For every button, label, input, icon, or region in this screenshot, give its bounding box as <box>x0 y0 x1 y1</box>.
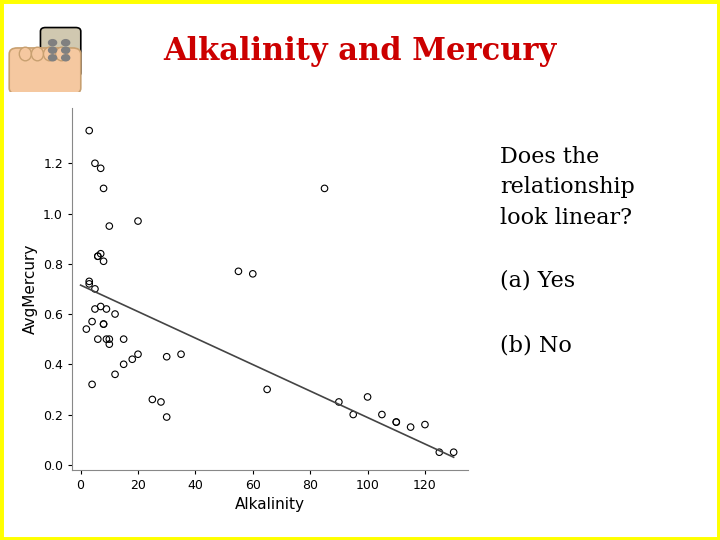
Point <box>448 448 459 456</box>
Point <box>84 280 95 288</box>
Point <box>419 420 431 429</box>
Point <box>261 385 273 394</box>
Point <box>161 413 173 421</box>
Point <box>109 370 121 379</box>
Circle shape <box>62 55 70 61</box>
Point <box>89 305 101 313</box>
Point <box>118 360 130 369</box>
Point <box>175 350 186 359</box>
Point <box>132 217 144 225</box>
Point <box>433 448 445 456</box>
Point <box>89 285 101 293</box>
Point <box>84 277 95 286</box>
Point <box>98 320 109 328</box>
Text: Statistics: Unlocking the Power of Data: Statistics: Unlocking the Power of Data <box>7 518 284 531</box>
Point <box>376 410 387 419</box>
Text: 5: 5 <box>697 510 703 519</box>
Point <box>98 257 109 266</box>
Point <box>101 305 112 313</box>
Point <box>132 350 144 359</box>
Circle shape <box>48 39 57 46</box>
Circle shape <box>48 47 57 53</box>
Point <box>98 184 109 193</box>
Point <box>362 393 374 401</box>
Point <box>92 252 104 261</box>
Circle shape <box>62 39 70 46</box>
Point <box>104 340 115 348</box>
Point <box>95 249 107 258</box>
Point <box>89 159 101 167</box>
Point <box>405 423 416 431</box>
Point <box>81 325 92 333</box>
Ellipse shape <box>19 47 32 61</box>
Text: Lock: Lock <box>662 518 695 531</box>
Point <box>348 410 359 419</box>
Point <box>101 335 112 343</box>
Point <box>95 302 107 311</box>
Point <box>333 397 345 406</box>
Point <box>98 320 109 328</box>
Point <box>127 355 138 363</box>
Point <box>390 418 402 427</box>
Point <box>86 317 98 326</box>
Point <box>118 335 130 343</box>
Text: (a) Yes: (a) Yes <box>500 270 575 292</box>
Point <box>86 380 98 389</box>
Ellipse shape <box>32 47 43 61</box>
Point <box>147 395 158 404</box>
Point <box>109 310 121 319</box>
Point <box>95 164 107 173</box>
Point <box>390 418 402 427</box>
Text: (b) No: (b) No <box>500 335 572 357</box>
Point <box>319 184 330 193</box>
Text: Alkalinity and Mercury: Alkalinity and Mercury <box>163 36 557 67</box>
Point <box>92 252 104 261</box>
Point <box>92 335 104 343</box>
FancyBboxPatch shape <box>9 48 81 94</box>
Point <box>104 222 115 231</box>
Ellipse shape <box>43 47 55 61</box>
FancyBboxPatch shape <box>40 28 81 77</box>
Point <box>247 269 258 278</box>
Text: Does the
relationship
look linear?: Does the relationship look linear? <box>500 146 635 229</box>
Point <box>233 267 244 275</box>
Point <box>156 397 167 406</box>
Point <box>104 335 115 343</box>
Point <box>161 353 173 361</box>
Y-axis label: AvgMercury: AvgMercury <box>22 244 37 334</box>
Ellipse shape <box>55 47 68 61</box>
Point <box>84 126 95 135</box>
Circle shape <box>48 55 57 61</box>
X-axis label: Alkalinity: Alkalinity <box>235 497 305 512</box>
Circle shape <box>62 47 70 53</box>
